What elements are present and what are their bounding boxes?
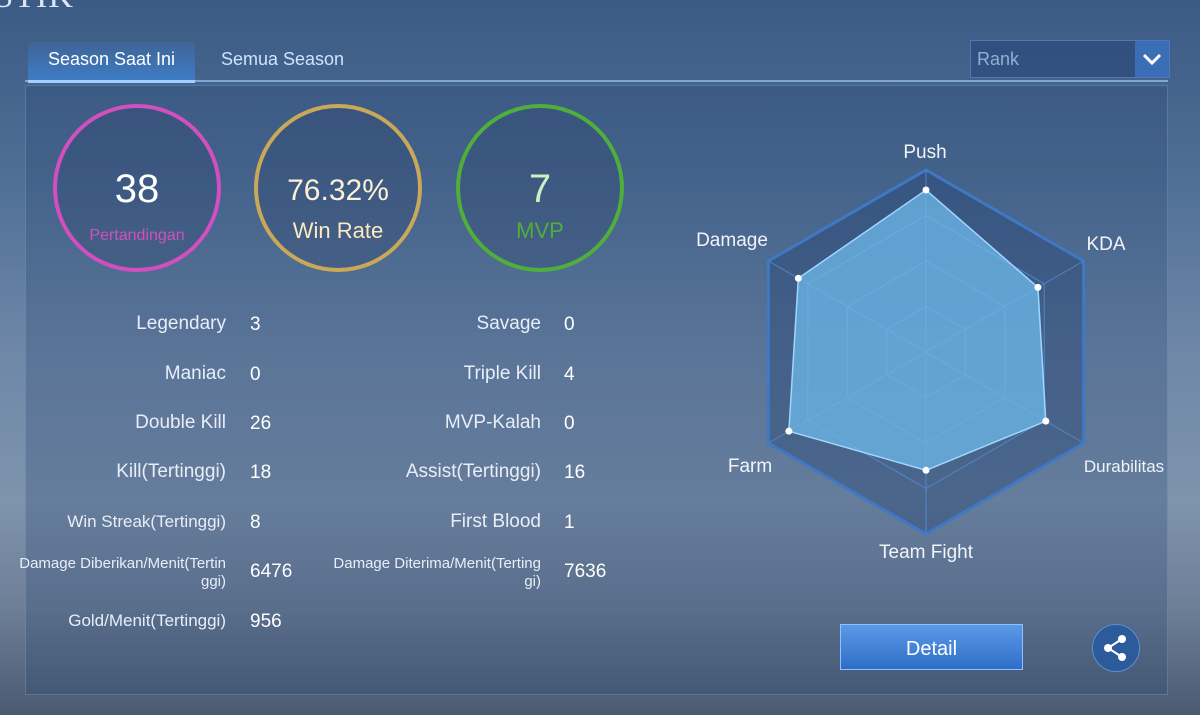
- stat-label: Damage Diterima/Menit(Tertinggi): [333, 555, 541, 590]
- radar-point: [785, 427, 793, 435]
- stat-label: Maniac: [164, 363, 226, 384]
- summary-value: 7: [529, 167, 551, 211]
- radar-axis-label: Damage: [696, 230, 768, 251]
- summary-label: Pertandingan: [89, 227, 184, 244]
- radar-axis-label: Push: [903, 142, 947, 163]
- radar-axis-label: KDA: [1086, 234, 1126, 255]
- summary-value: 76.32%: [287, 174, 389, 207]
- radar-axis-label: Team Fight: [879, 542, 973, 563]
- radar-point: [922, 186, 930, 194]
- summary-ring: [254, 104, 422, 272]
- stat-value: 956: [250, 611, 282, 632]
- stat-value: 0: [250, 364, 261, 385]
- stat-value: 7636: [564, 561, 607, 582]
- summary-ring: [456, 104, 624, 272]
- stat-value: 0: [564, 314, 575, 335]
- stat-value: 6476: [250, 561, 293, 582]
- stat-value: 4: [564, 364, 575, 385]
- stat-value: 18: [250, 462, 272, 483]
- stat-value: 3: [250, 314, 261, 335]
- radar-chart: [766, 168, 1086, 536]
- summary-value: 38: [115, 167, 160, 211]
- stat-label: Double Kill: [135, 412, 226, 433]
- stat-label: Kill(Tertinggi): [116, 461, 226, 482]
- dropdown[interactable]: Rank: [970, 40, 1170, 78]
- stat-value: 8: [250, 512, 261, 533]
- summary-ring: [53, 104, 221, 272]
- stat-value: 1: [564, 512, 575, 533]
- detail-button[interactable]: Detail: [840, 624, 1023, 670]
- stat-label: Gold/Menit(Tertinggi): [68, 611, 226, 630]
- stat-label: Savage: [476, 313, 541, 334]
- tab[interactable]: Season Saat Ini: [28, 42, 195, 83]
- stat-value: 0: [564, 413, 575, 434]
- radar-point: [1042, 417, 1050, 425]
- dropdown-arrow[interactable]: [1135, 41, 1169, 77]
- stat-label: MVP-Kalah: [444, 412, 541, 433]
- tab[interactable]: Semua Season: [220, 49, 345, 69]
- dropdown-label: Rank: [977, 49, 1020, 69]
- stat-value: 26: [250, 413, 272, 434]
- stat-label: First Blood: [450, 511, 541, 532]
- radar-axis-label: Farm: [727, 456, 773, 477]
- radar-axis-label: Durabilitas: [1083, 457, 1165, 476]
- stat-label: Legendary: [136, 313, 226, 334]
- stat-label: Damage Diberikan/Menit(Tertinggi): [19, 555, 226, 590]
- radar-point: [1034, 283, 1042, 291]
- summary-label: MVP: [516, 218, 564, 243]
- share-button[interactable]: [1092, 624, 1140, 672]
- radar-point: [794, 274, 802, 282]
- radar-point: [922, 466, 930, 474]
- stat-value: 16: [564, 462, 586, 483]
- arrow-icon: [1142, 53, 1162, 66]
- tab-bar: [25, 80, 1168, 82]
- share-icon: [1104, 635, 1126, 661]
- summary-label: Win Rate: [293, 218, 383, 243]
- header-title: ISTIK: [0, 0, 74, 16]
- stat-label: Triple Kill: [463, 363, 541, 384]
- summary-circles: 38 Pertandingan 76.32% Win Rate 7 MVP: [53, 104, 624, 272]
- stat-label: Win Streak(Tertinggi): [67, 512, 226, 531]
- stat-label: Assist(Tertinggi): [405, 461, 541, 482]
